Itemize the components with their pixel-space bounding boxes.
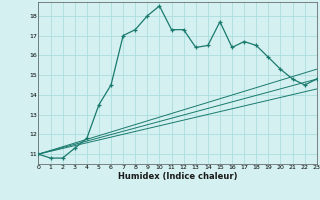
X-axis label: Humidex (Indice chaleur): Humidex (Indice chaleur) bbox=[118, 172, 237, 181]
